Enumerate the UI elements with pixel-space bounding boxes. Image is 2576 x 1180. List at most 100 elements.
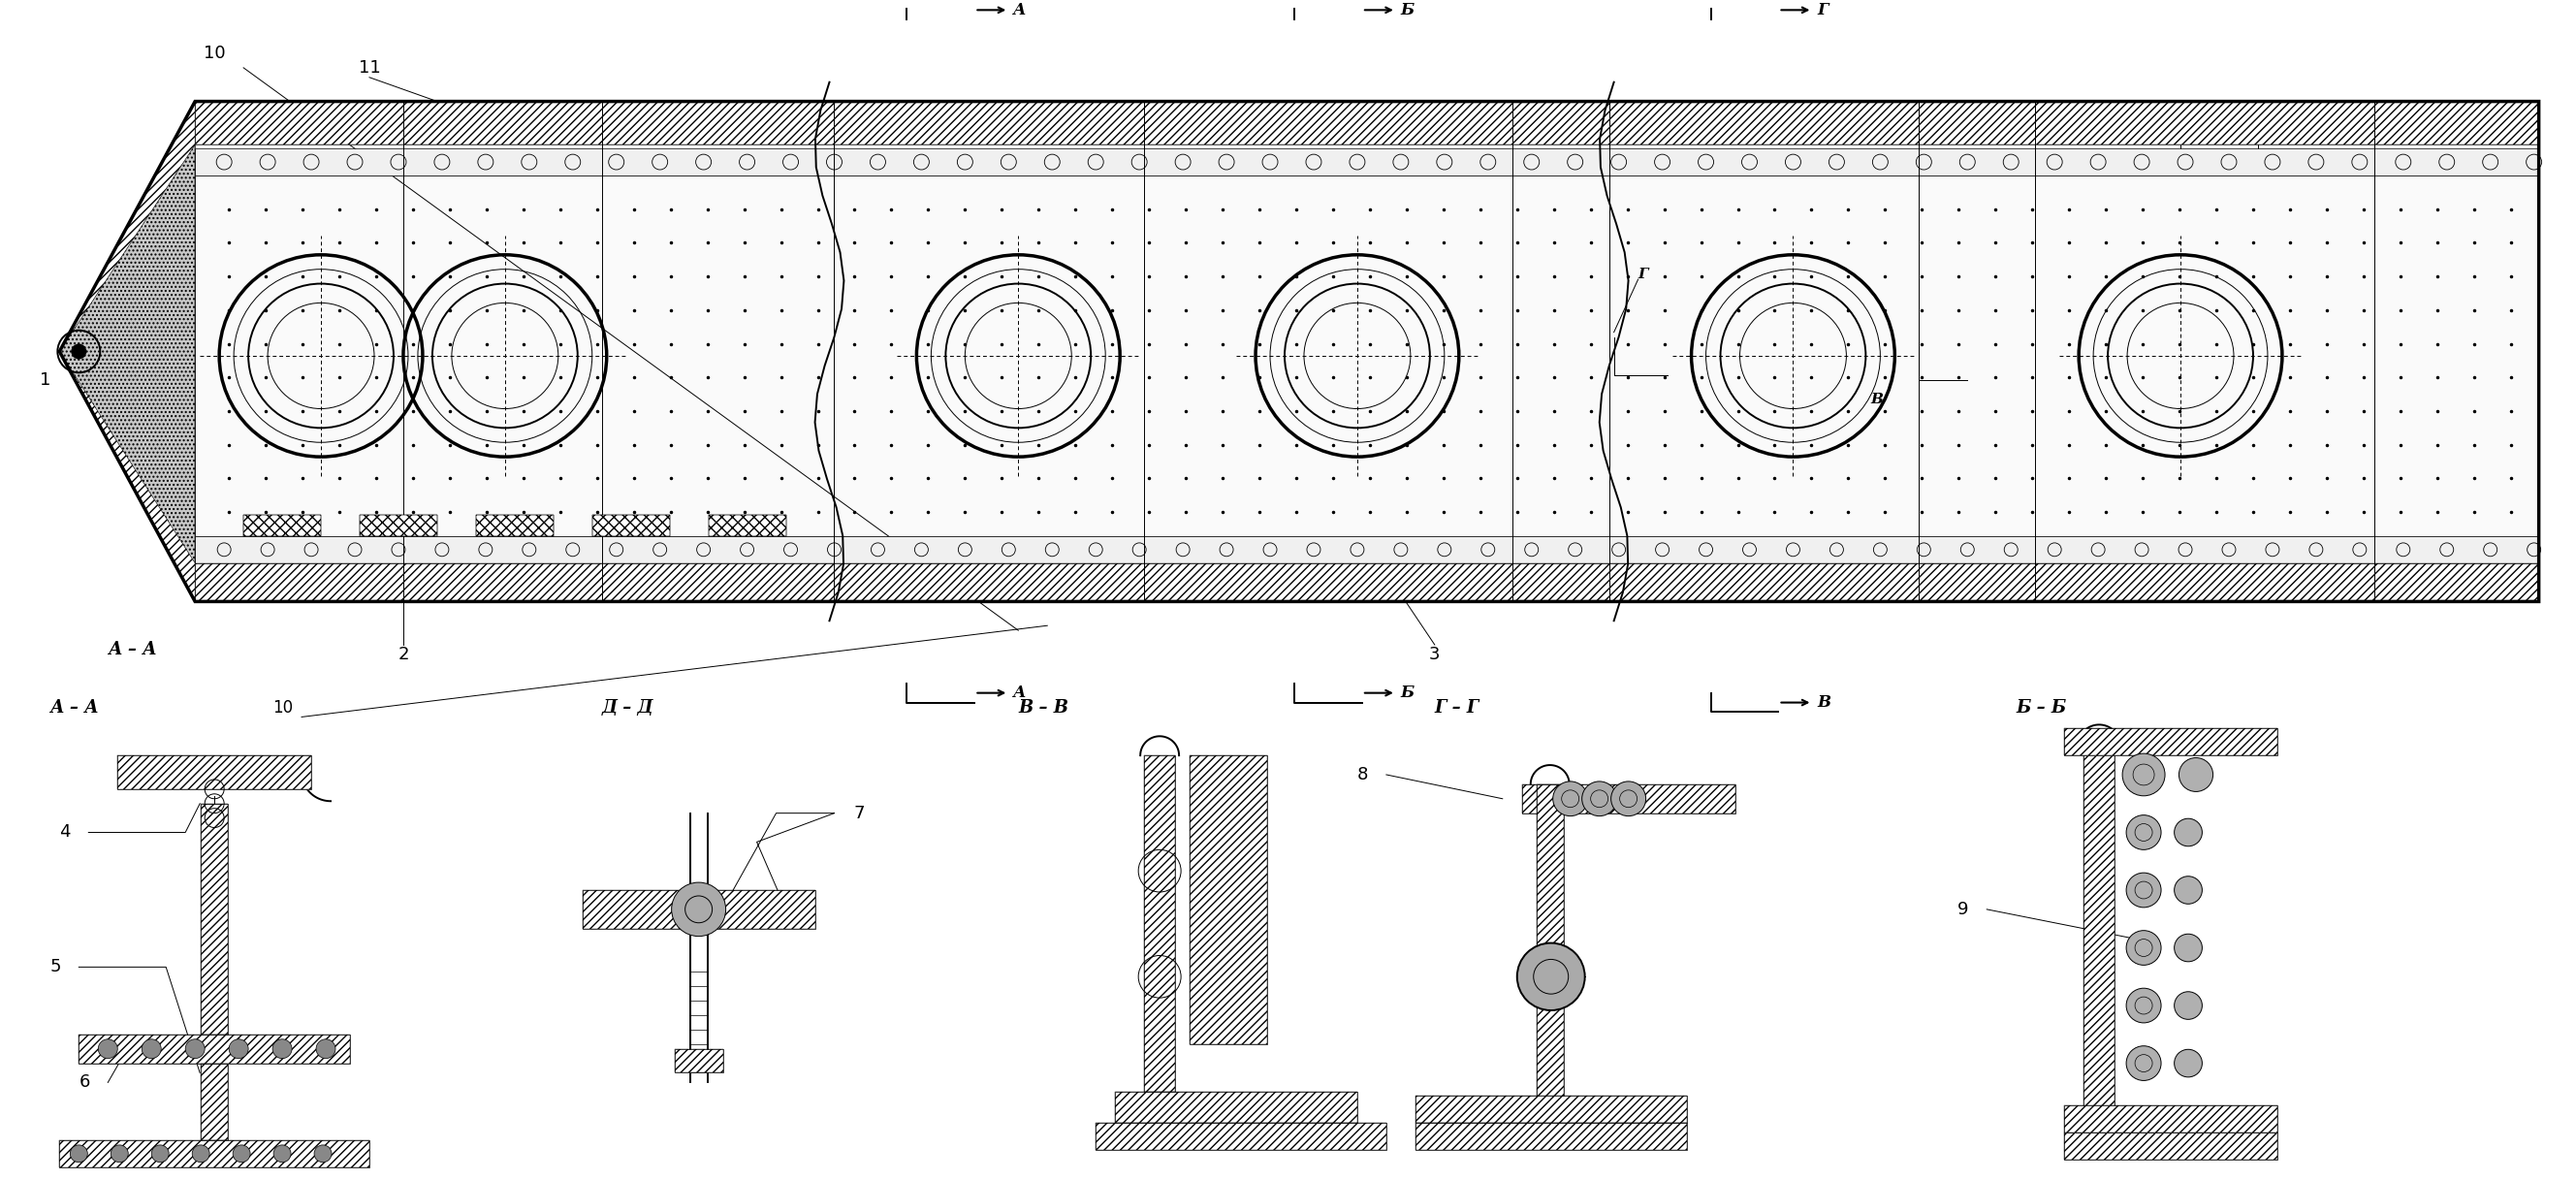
Bar — [1115, 1092, 1358, 1123]
Circle shape — [2174, 991, 2202, 1020]
Bar — [59, 1140, 368, 1167]
Bar — [1095, 1123, 1386, 1149]
Bar — [118, 755, 312, 789]
Circle shape — [193, 1145, 209, 1162]
Text: 9: 9 — [1958, 900, 1968, 918]
Text: А – А: А – А — [49, 699, 98, 716]
Text: Б: Б — [1401, 2, 1414, 18]
Bar — [80, 1035, 350, 1063]
Bar — [2063, 1133, 2277, 1160]
Bar — [2063, 1133, 2277, 1160]
Bar — [1522, 785, 1736, 813]
Text: В – В: В – В — [1018, 699, 1069, 716]
Text: 10: 10 — [273, 699, 294, 716]
Bar — [675, 1049, 724, 1073]
Bar — [582, 890, 814, 929]
Bar — [592, 514, 670, 536]
Bar — [196, 563, 2540, 602]
Bar — [708, 514, 786, 536]
Text: 8: 8 — [1358, 766, 1368, 784]
Circle shape — [1517, 943, 1584, 1010]
Bar — [1522, 785, 1736, 813]
Text: 11: 11 — [358, 59, 381, 77]
Circle shape — [314, 1145, 332, 1162]
Bar — [196, 563, 2540, 602]
Circle shape — [2125, 1045, 2161, 1081]
Bar — [80, 1035, 350, 1063]
Circle shape — [232, 1145, 250, 1162]
Text: 7: 7 — [853, 805, 866, 822]
Circle shape — [273, 1145, 291, 1162]
Bar — [1144, 755, 1175, 1092]
Polygon shape — [59, 101, 196, 352]
Bar — [2063, 1106, 2277, 1133]
Bar — [708, 514, 786, 536]
Circle shape — [2174, 1049, 2202, 1077]
Text: В: В — [1870, 393, 1883, 406]
Text: В: В — [1816, 694, 1832, 710]
Bar — [1535, 785, 1564, 1121]
Bar — [2063, 728, 2277, 755]
Polygon shape — [59, 101, 196, 602]
Circle shape — [2174, 819, 2202, 846]
Bar — [196, 536, 2540, 563]
Text: 5: 5 — [49, 958, 62, 976]
Bar — [1190, 755, 1267, 1044]
Circle shape — [2179, 758, 2213, 792]
Bar — [1414, 1096, 1687, 1123]
Bar — [196, 149, 2540, 176]
Bar — [582, 890, 814, 929]
Text: 1: 1 — [39, 372, 52, 389]
Text: 2: 2 — [397, 645, 410, 663]
Bar — [592, 514, 670, 536]
Bar — [118, 755, 312, 789]
Bar — [477, 514, 554, 536]
Text: А: А — [1012, 684, 1025, 701]
Circle shape — [273, 1040, 291, 1058]
Bar — [1144, 755, 1175, 1092]
Bar — [2063, 1106, 2277, 1133]
Circle shape — [317, 1040, 335, 1058]
Circle shape — [111, 1145, 129, 1162]
Circle shape — [98, 1040, 118, 1058]
Bar — [2063, 728, 2277, 755]
Bar — [361, 514, 438, 536]
Text: Д: Д — [2179, 129, 2192, 142]
Bar — [201, 1063, 227, 1140]
Bar — [196, 101, 2540, 145]
Circle shape — [2125, 873, 2161, 907]
Text: Д – Д: Д – Д — [603, 699, 654, 716]
Text: Г: Г — [1638, 268, 1649, 281]
Bar — [201, 1063, 227, 1140]
Text: 10: 10 — [204, 45, 224, 63]
Circle shape — [1610, 781, 1646, 817]
Circle shape — [2125, 988, 2161, 1023]
Bar — [1414, 1123, 1687, 1149]
Bar — [2084, 746, 2115, 1130]
Text: Г – Г: Г – Г — [1435, 699, 1479, 716]
Bar — [477, 514, 554, 536]
Circle shape — [2125, 931, 2161, 965]
Bar — [2084, 746, 2115, 1130]
Bar — [196, 176, 2540, 536]
Circle shape — [2123, 754, 2164, 795]
Bar — [361, 514, 438, 536]
Circle shape — [2174, 933, 2202, 962]
Circle shape — [672, 883, 726, 936]
Circle shape — [142, 1040, 162, 1058]
Bar — [201, 804, 227, 1035]
Bar — [245, 514, 322, 536]
Circle shape — [1553, 781, 1587, 817]
Bar — [1414, 1096, 1687, 1123]
Circle shape — [152, 1145, 170, 1162]
Bar — [245, 514, 322, 536]
Circle shape — [70, 1145, 88, 1162]
Circle shape — [2125, 815, 2161, 850]
Bar — [1190, 755, 1267, 1044]
Text: А: А — [1012, 2, 1025, 18]
Bar — [1535, 785, 1564, 1121]
Bar — [1115, 1092, 1358, 1123]
Bar — [196, 101, 2540, 145]
Text: Б – Б: Б – Б — [2017, 699, 2066, 716]
Text: Б: Б — [1401, 684, 1414, 701]
